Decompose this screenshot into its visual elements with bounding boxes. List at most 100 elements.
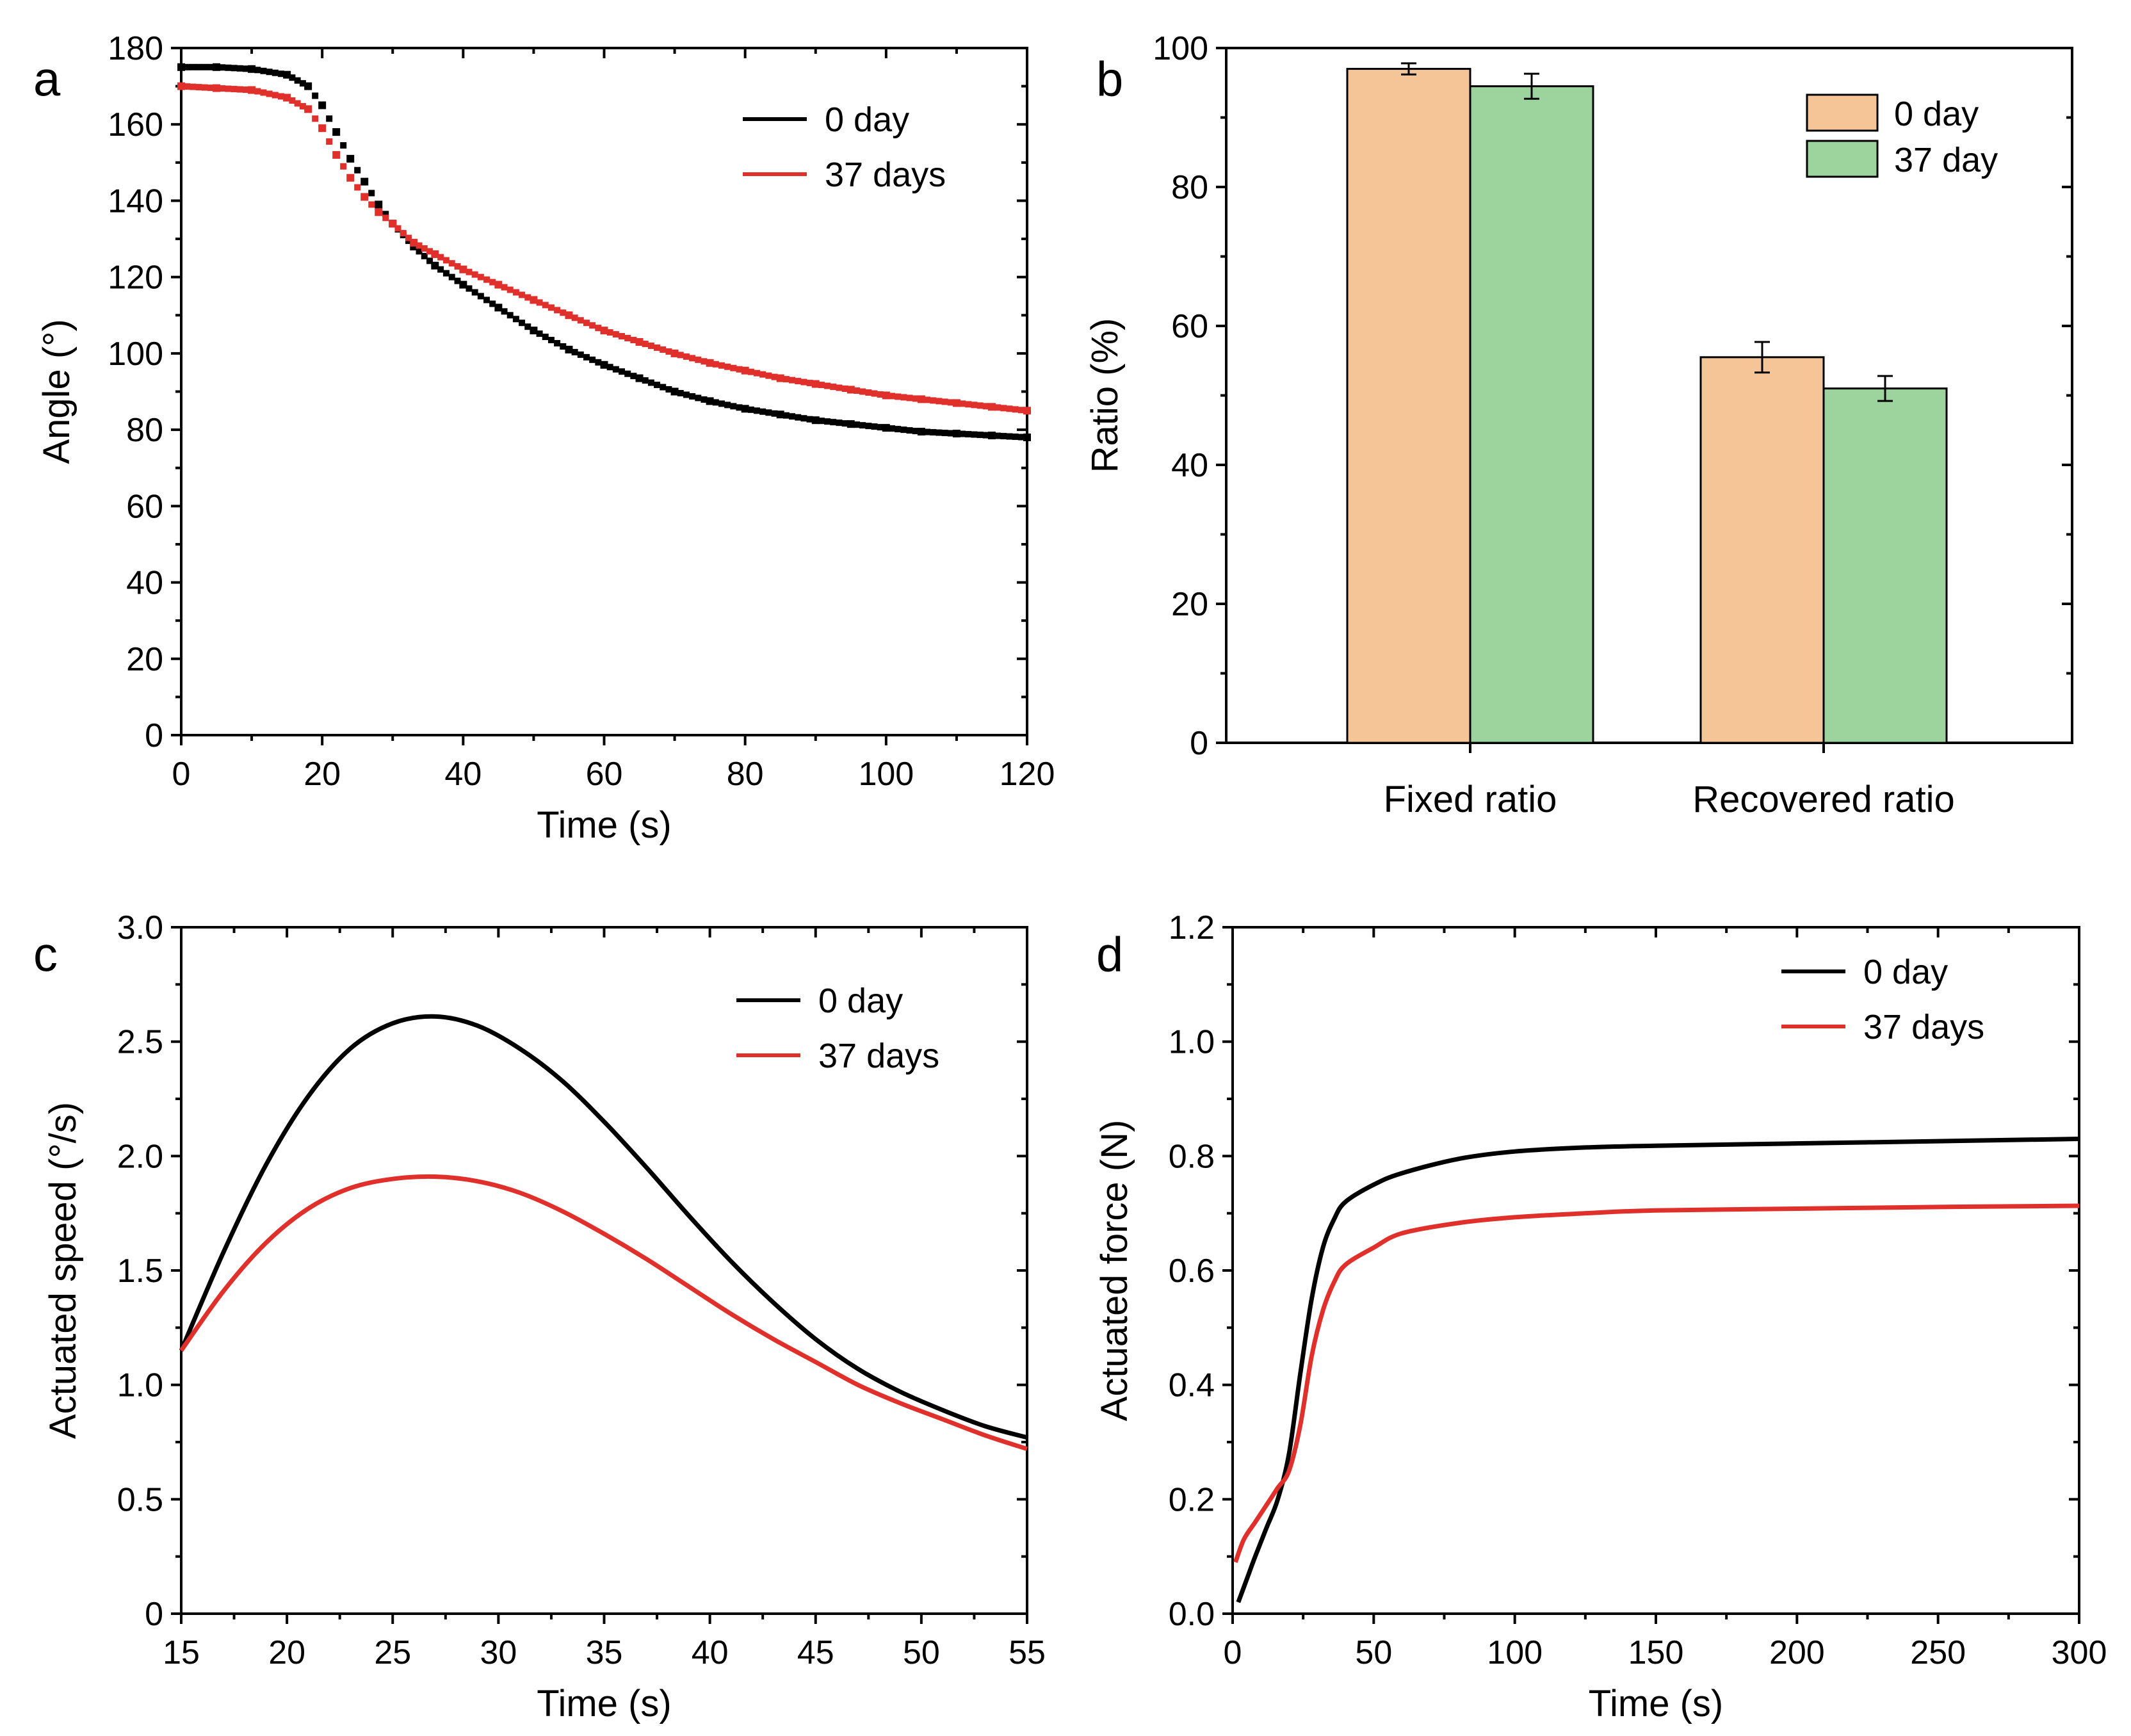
y-axis-title: Angle (°) [36, 319, 77, 464]
x-tick-label: 30 [480, 1634, 517, 1671]
data-point [560, 343, 567, 350]
data-point [606, 329, 613, 336]
data-point [195, 63, 202, 70]
data-point [800, 415, 807, 422]
data-point [361, 193, 369, 201]
data-point [776, 410, 784, 419]
y-tick-label: 2.0 [117, 1138, 163, 1175]
data-point [600, 361, 608, 369]
data-point [982, 403, 989, 410]
data-point [519, 320, 526, 327]
data-point [936, 429, 943, 436]
data-point [782, 376, 790, 383]
data-point [501, 284, 508, 291]
x-tick-label: 80 [727, 756, 764, 793]
data-point [642, 340, 649, 347]
data-point [759, 371, 766, 378]
data-point [965, 401, 972, 408]
legend-label: 37 day [1894, 141, 1998, 179]
data-point [741, 366, 749, 375]
data-point [718, 400, 725, 407]
legend-label: 0 day [825, 101, 909, 139]
chart-panel-a: a 0 20 40 60 80 100 120 140 160 180 Angle (°) 0 20 40 6… [33, 30, 1055, 846]
data-point [924, 396, 931, 403]
data-point [776, 374, 784, 382]
y-tick-label: 160 [108, 106, 163, 143]
data-point [771, 373, 778, 380]
y-tick-label: 180 [108, 30, 163, 67]
data-point [959, 400, 966, 407]
bar [1346, 68, 1471, 744]
y-tick-label: 1.0 [1169, 1024, 1215, 1061]
data-point [266, 90, 273, 97]
y-tick-label: 120 [108, 259, 163, 296]
legend-swatch [1806, 140, 1879, 178]
y-tick-label: 60 [126, 488, 163, 525]
x-tick-label: 20 [304, 756, 341, 793]
data-point [524, 294, 531, 301]
data-point [747, 368, 754, 375]
data-point [971, 431, 978, 438]
data-point [912, 428, 919, 435]
data-point [459, 265, 467, 273]
y-tick-label: 0.4 [1169, 1367, 1215, 1404]
data-point [219, 85, 226, 92]
y-tick-label: 0.6 [1169, 1253, 1215, 1290]
data-point [795, 414, 802, 421]
data-point [665, 348, 672, 355]
data-point [818, 418, 825, 425]
data-point [718, 362, 725, 369]
data-point [647, 342, 654, 349]
data-point [665, 386, 672, 393]
data-point [847, 420, 855, 428]
data-point [712, 361, 719, 368]
data-point [431, 250, 439, 258]
data-point [811, 380, 820, 388]
data-point [841, 385, 848, 393]
data-point [289, 97, 296, 104]
data-point [871, 390, 878, 397]
data-point [917, 395, 925, 403]
data-point [236, 86, 243, 93]
data-point [583, 320, 590, 327]
data-point [924, 428, 931, 435]
data-point [670, 387, 679, 396]
y-tick-label: 3.0 [117, 909, 163, 946]
data-point [271, 92, 279, 99]
data-point [706, 359, 714, 367]
data-point [600, 327, 608, 335]
data-point [841, 420, 848, 427]
data-point [1023, 434, 1031, 442]
y-tick-label: 40 [126, 565, 163, 602]
data-point [304, 105, 312, 113]
data-point [612, 366, 619, 373]
data-point [184, 83, 191, 90]
data-point [624, 335, 631, 342]
data-point [242, 86, 249, 93]
data-point [437, 266, 444, 273]
data-point [789, 413, 796, 420]
data-point [941, 398, 948, 405]
data-point [730, 403, 737, 410]
data-point [519, 291, 526, 298]
data-point [213, 63, 221, 71]
data-point [421, 245, 428, 252]
x-tick-label: 50 [903, 1634, 940, 1671]
data-point [530, 296, 538, 304]
data-point [895, 426, 902, 433]
data-point [368, 201, 375, 208]
data-point [936, 398, 943, 405]
data-point [346, 174, 355, 182]
data-point [201, 84, 208, 91]
data-point [394, 225, 401, 232]
data-point [654, 344, 661, 351]
y-tick-label: 1.5 [117, 1253, 163, 1290]
data-point [466, 285, 473, 292]
data-point [236, 65, 243, 72]
data-point [853, 387, 860, 394]
data-point [426, 248, 433, 255]
data-point [536, 330, 543, 337]
data-point [1000, 433, 1007, 440]
data-point [824, 382, 831, 389]
data-point [571, 348, 578, 355]
